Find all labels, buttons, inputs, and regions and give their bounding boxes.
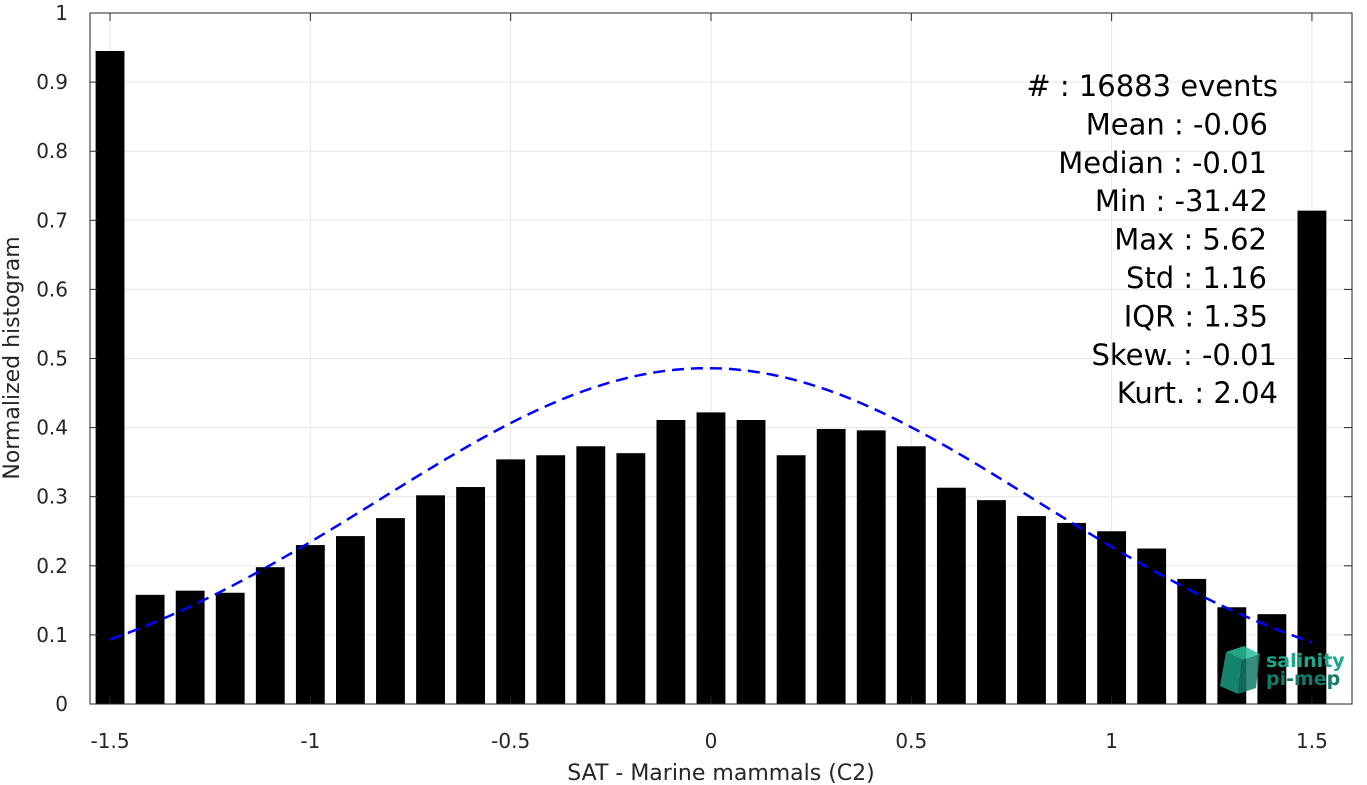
histogram-bar [616,453,646,704]
y-tick-label: 0.2 [36,554,68,578]
histogram-bar [135,594,165,704]
x-tick-label: 0 [705,729,718,753]
histogram-bar [977,500,1006,704]
tick-marks [90,12,1352,705]
x-tick-label: 0.5 [895,729,927,753]
histogram-bar [1097,531,1127,704]
histogram-bar [936,487,966,704]
gaussian-fit-curve [109,366,1313,644]
histogram-bar [1177,578,1207,704]
y-tick-label: 0.3 [36,485,68,509]
histogram-bar [255,567,285,704]
x-tick-label: -1.5 [91,729,130,753]
y-tick-label: 0.6 [36,277,68,301]
x-tick-label: 1.5 [1296,729,1328,753]
y-tick-label: 0.9 [36,70,68,94]
histogram-bar [536,455,566,704]
y-tick-label: 0.1 [36,623,68,647]
histogram-bar [656,419,686,704]
histogram-bar [816,428,846,704]
histogram-bar [416,495,445,704]
histogram-bar [1137,548,1167,704]
histogram-bar [736,419,766,704]
logo-cube-icon [1220,646,1260,694]
x-axis-label: SAT - Marine mammals (C2) [567,761,875,785]
histogram-bar [896,446,926,704]
y-axis-label: Normalized histogram [0,236,25,479]
x-tick-label: 1 [1105,729,1118,753]
histogram-bar [576,446,606,704]
histogram-bar [776,455,806,704]
y-tick-label: 1 [55,1,68,25]
y-tick-labels: 0 0.1 0.2 0.3 0.4 0.5 0.6 0.7 0.8 0.9 1 [36,1,68,716]
histogram-bar [215,592,245,704]
stat-line: Max : 5.62 [1114,223,1267,257]
histogram-bar [295,545,325,704]
histogram-bar [696,412,726,704]
stat-line: # : 16883 events [1026,69,1278,103]
stat-line: Min : -31.42 [1095,184,1268,218]
salinity-pi-mep-logo: salinity pi-mep [1220,646,1345,694]
stat-line: Skew. : -0.01 [1091,338,1277,372]
y-tick-label: 0 [55,692,68,716]
histogram-bar [1057,522,1086,704]
stats-box: # : 16883 events Mean : -0.06 Median : -0.… [1026,69,1278,410]
stat-line: Median : -0.01 [1058,146,1267,180]
stat-line: IQR : 1.35 [1124,299,1268,333]
y-tick-label: 0.8 [36,139,68,163]
histogram-bar [175,590,205,704]
histogram-bar [1257,614,1287,704]
histogram-bar [1297,210,1327,704]
histogram-bar [95,51,125,704]
histogram-bar [1017,516,1046,704]
histogram-bar [496,459,526,704]
x-tick-labels: -1.5 -1 -0.5 0 0.5 1 1.5 [91,729,1328,753]
logo-text-line1: salinity [1266,650,1345,672]
histogram-bar [376,518,405,704]
stat-line: Kurt. : 2.04 [1117,376,1278,410]
stat-line: Std : 1.16 [1126,261,1267,295]
histogram-bar [456,487,486,704]
y-tick-label: 0.4 [36,416,68,440]
stat-line: Mean : -0.06 [1086,107,1268,141]
histogram-bar [335,536,365,704]
y-tick-label: 0.5 [36,347,68,371]
x-tick-label: -0.5 [491,729,530,753]
x-tick-label: -1 [300,729,320,753]
bars [95,51,1327,704]
histogram-bar [856,430,886,704]
y-tick-label: 0.7 [36,208,68,232]
logo-text-line2: pi-mep [1266,668,1340,690]
